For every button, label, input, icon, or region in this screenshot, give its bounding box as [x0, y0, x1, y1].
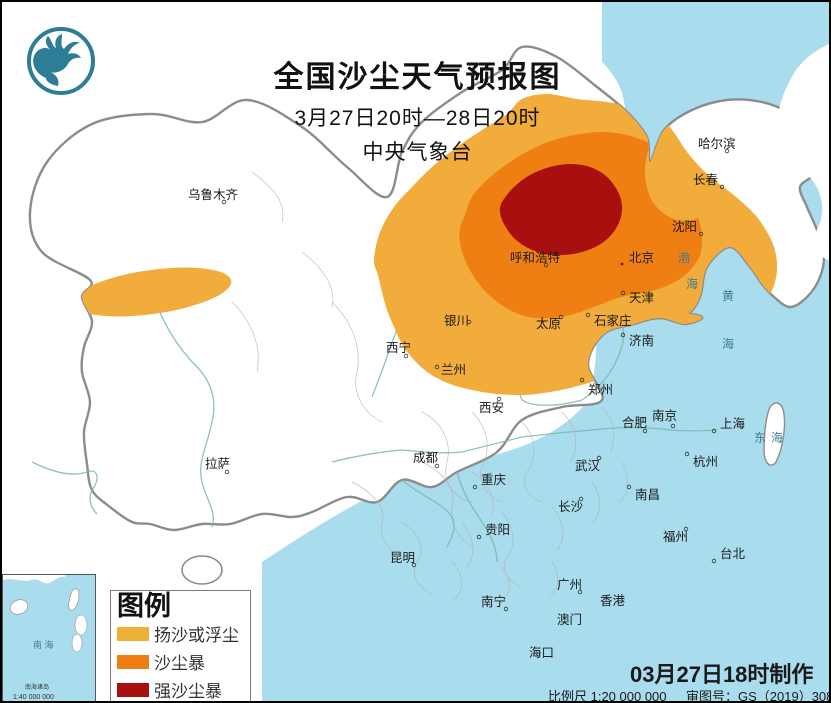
svg-text:南海诸岛: 南海诸岛	[25, 683, 49, 691]
svg-text:黄: 黄	[722, 289, 734, 303]
svg-text:南宁: 南宁	[481, 594, 506, 609]
svg-text:合肥: 合肥	[622, 415, 648, 430]
svg-text:拉萨: 拉萨	[205, 456, 230, 471]
svg-text:海: 海	[722, 336, 734, 351]
svg-text:成都: 成都	[413, 451, 439, 465]
svg-text:海: 海	[771, 430, 783, 445]
svg-text:银川: 银川	[444, 314, 469, 328]
svg-text:济南: 济南	[629, 333, 654, 348]
svg-text:昆明: 昆明	[390, 551, 415, 565]
svg-text:呼和浩特: 呼和浩特	[510, 250, 560, 265]
svg-text:石家庄: 石家庄	[594, 313, 632, 328]
svg-text:海口: 海口	[529, 645, 554, 660]
svg-text:杭州: 杭州	[693, 454, 718, 469]
svg-text:南昌: 南昌	[635, 487, 660, 502]
svg-text:贵阳: 贵阳	[485, 523, 510, 537]
svg-text:海: 海	[686, 276, 698, 291]
svg-text:台北: 台北	[720, 546, 746, 561]
svg-text:西宁: 西宁	[386, 340, 411, 355]
svg-text:渤: 渤	[678, 251, 690, 265]
svg-text:东: 东	[754, 431, 766, 445]
svg-text:北京: 北京	[629, 251, 654, 265]
svg-text:长沙: 长沙	[558, 500, 584, 514]
svg-text:香港: 香港	[600, 594, 626, 608]
svg-text:西安: 西安	[479, 400, 504, 415]
svg-text:兰州: 兰州	[441, 363, 466, 377]
svg-text:天津: 天津	[629, 291, 654, 305]
svg-text:广州: 广州	[557, 578, 582, 592]
svg-text:上海: 上海	[720, 416, 746, 431]
svg-text:武汉: 武汉	[575, 459, 601, 473]
svg-text:福州: 福州	[663, 529, 688, 544]
svg-text:南 海: 南 海	[33, 639, 54, 650]
svg-text:沈阳: 沈阳	[672, 219, 697, 234]
svg-text:重庆: 重庆	[481, 472, 507, 487]
svg-text:澳门: 澳门	[557, 612, 582, 627]
svg-text:长春: 长春	[693, 173, 719, 187]
svg-text:太原: 太原	[536, 316, 561, 331]
svg-text:郑州: 郑州	[588, 382, 613, 397]
svg-text:南京: 南京	[652, 408, 677, 423]
svg-text:1:40 000 000: 1:40 000 000	[13, 694, 54, 701]
svg-text:乌鲁木齐: 乌鲁木齐	[188, 187, 239, 202]
